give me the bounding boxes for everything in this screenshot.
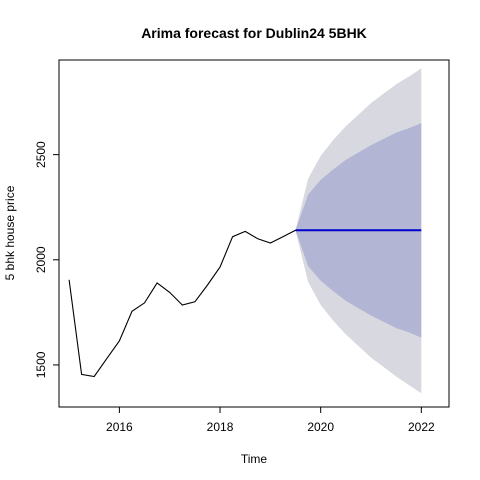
x-tick-label: 2020 [307, 420, 334, 434]
observed-series-line [68, 229, 296, 378]
y-tick-label: 2500 [34, 141, 48, 168]
x-tick-label: 2022 [408, 420, 435, 434]
plot-area [68, 68, 422, 394]
x-axis: 2016 2018 2020 2022 [106, 406, 435, 434]
y-axis: 1500 2000 2500 [34, 141, 60, 378]
y-axis-label: 5 bhk house price [3, 185, 17, 280]
chart-title: Arima forecast for Dublin24 5BHK [141, 25, 367, 41]
x-tick-label: 2016 [106, 420, 133, 434]
y-tick-label: 1500 [34, 351, 48, 378]
y-tick-label: 2000 [34, 246, 48, 273]
x-axis-label: Time [241, 452, 268, 466]
x-tick-label: 2018 [207, 420, 234, 434]
